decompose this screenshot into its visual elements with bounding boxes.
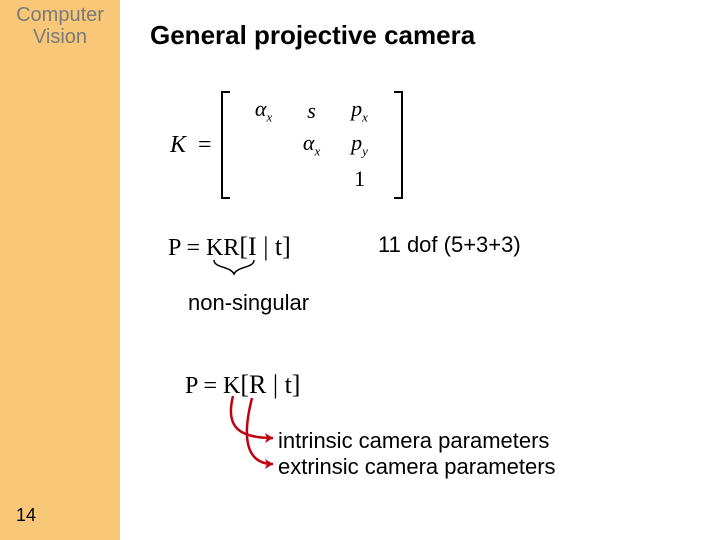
equals-sign: = xyxy=(198,132,212,159)
right-bracket-icon xyxy=(390,90,406,200)
matrix-cell-r3c3: 1 xyxy=(354,166,365,192)
matrix-cell-r1c1: αx xyxy=(255,96,272,125)
eq1-equals: = xyxy=(180,235,206,261)
matrix-cell-r2c2: αx xyxy=(303,130,320,159)
page-number: 14 xyxy=(16,505,36,526)
dof-text: 11 dof (5+3+3) xyxy=(378,232,521,258)
extrinsic-label: extrinsic camera parameters xyxy=(278,454,556,480)
eq1-It: [I | t] xyxy=(239,232,290,261)
underbrace-icon xyxy=(212,258,256,278)
k-matrix: αx s px αx py 1 xyxy=(234,94,390,196)
nonsingular-label: non-singular xyxy=(188,290,309,316)
matrix-cell-r1c3: px xyxy=(351,96,368,125)
matrix-lhs: K xyxy=(170,132,186,159)
eq1-P: P xyxy=(168,235,180,261)
sidebar-title-line2: Vision xyxy=(33,26,87,48)
matrix-cell-r2c3: py xyxy=(351,130,368,159)
matrix-cell-r1c2: s xyxy=(307,98,316,124)
left-bracket-icon xyxy=(218,90,234,200)
intrinsic-label: intrinsic camera parameters xyxy=(278,428,549,454)
slide-title: General projective camera xyxy=(150,20,475,51)
sidebar-title-line1: Computer xyxy=(16,4,104,26)
sidebar-title: Computer Vision xyxy=(0,4,120,48)
slide: Computer Vision General projective camer… xyxy=(0,0,720,540)
k-matrix-equation: K = αx s px αx py 1 xyxy=(170,90,406,200)
sidebar: Computer Vision xyxy=(0,0,120,540)
